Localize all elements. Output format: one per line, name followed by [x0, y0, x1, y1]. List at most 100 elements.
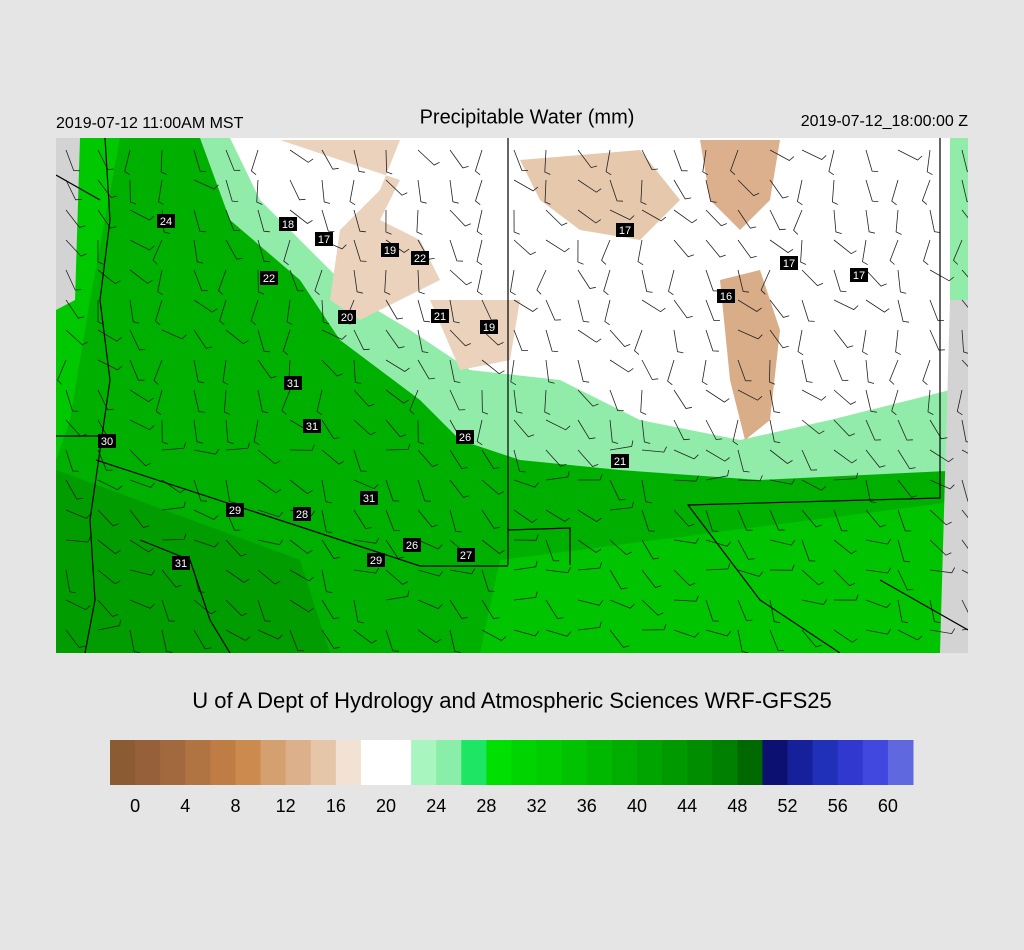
- wind-barb: [157, 269, 164, 296]
- wind-barb: [417, 599, 443, 610]
- wind-barb: [161, 629, 173, 653]
- wind-barb: [833, 209, 842, 234]
- wind-barb: [225, 239, 243, 260]
- wind-barb: [609, 419, 619, 444]
- wind-barb: [353, 537, 380, 544]
- wind-barb: [641, 269, 653, 293]
- title: Precipitable Water (mm): [420, 106, 635, 128]
- wind-barb: [257, 389, 269, 414]
- wind-barb: [545, 567, 571, 574]
- wind-barb: [730, 149, 739, 175]
- wind-barb: [769, 209, 786, 231]
- wind-barb: [65, 389, 79, 412]
- wind-barb: [865, 389, 877, 413]
- wind-barb: [673, 239, 695, 258]
- wind-barb: [705, 419, 723, 440]
- wind-barb: [417, 449, 439, 467]
- wind-barb: [385, 179, 408, 196]
- wind-barb: [385, 389, 410, 404]
- station-box: [315, 232, 333, 246]
- wind-barb: [637, 239, 644, 266]
- wind-barb: [833, 389, 857, 405]
- colorbar-tick-label: 40: [627, 796, 647, 816]
- wind-barb: [289, 539, 313, 554]
- wind-barb: [833, 239, 857, 255]
- colorbar-swatch: [862, 740, 889, 785]
- wind-barb: [481, 599, 500, 620]
- wind-barb: [385, 590, 410, 601]
- station-label: 17: [619, 225, 631, 237]
- wind-barb: [153, 359, 163, 385]
- wind-barb: [97, 619, 121, 631]
- wind-barb: [577, 359, 590, 383]
- wind-barb: [737, 299, 762, 312]
- wind-barb: [353, 239, 367, 262]
- wind-barb: [865, 299, 890, 313]
- wind-barb: [760, 269, 771, 295]
- wind-barb: [609, 539, 632, 556]
- wind-barb: [321, 479, 332, 504]
- wind-barb: [289, 569, 315, 582]
- wind-barb: [353, 209, 366, 233]
- wind-barb: [641, 299, 666, 313]
- wind-barb: [833, 419, 855, 437]
- wind-barb: [353, 599, 364, 624]
- field: [430, 300, 520, 370]
- wind-barb: [193, 209, 206, 233]
- wind-barb: [544, 149, 551, 175]
- station-label: 31: [287, 378, 299, 390]
- wind-barb: [961, 179, 968, 202]
- colorbar-swatch: [360, 740, 387, 785]
- wind-barb: [225, 149, 241, 171]
- colorbar-swatch: [737, 740, 763, 785]
- wind-barb: [193, 239, 204, 264]
- wind-barb: [353, 269, 363, 294]
- wind-barb: [321, 419, 340, 440]
- wind-barb: [481, 509, 501, 529]
- wind-barb: [321, 149, 339, 170]
- wind-barb: [314, 269, 323, 296]
- wind-barb: [705, 179, 717, 203]
- wind-barb: [640, 389, 647, 415]
- wind-barb: [545, 329, 559, 352]
- wind-barb: [544, 179, 551, 205]
- wind-barb: [833, 329, 854, 348]
- wind-barb: [865, 628, 892, 635]
- wind-barb: [641, 149, 658, 171]
- wind-barb: [161, 329, 187, 340]
- wind-barb: [129, 209, 155, 221]
- wind-barb: [481, 359, 505, 375]
- wind-barb: [476, 209, 483, 236]
- wind-barb: [256, 179, 263, 205]
- wind-barb: [737, 539, 755, 560]
- wind-barb: [641, 599, 664, 616]
- field: [280, 140, 440, 320]
- station-label: 26: [406, 540, 418, 552]
- wind-barb: [801, 389, 827, 401]
- wind-barb: [193, 299, 218, 313]
- wind-barb: [545, 449, 567, 467]
- wind-barb: [769, 239, 794, 254]
- wind-barb: [416, 209, 423, 235]
- wind-barb: [257, 209, 270, 233]
- wind-barb: [929, 479, 955, 490]
- wind-barb: [801, 359, 813, 383]
- wind-barb: [193, 269, 208, 292]
- wind-barb: [257, 359, 277, 379]
- valid-local: 2019-07-12 11:00AM MST: [56, 115, 244, 132]
- wind-barb: [732, 419, 739, 446]
- wind-barb: [961, 299, 968, 308]
- wind-barb: [705, 539, 732, 547]
- wind-barb: [536, 269, 547, 295]
- wind-barb: [281, 389, 291, 415]
- field: [520, 150, 680, 240]
- wind-barb: [929, 539, 952, 556]
- colorbar-swatch: [486, 740, 512, 785]
- wind-barb: [321, 629, 340, 649]
- wind-barb: [577, 562, 602, 571]
- wind-barb: [897, 569, 914, 591]
- wind-barb: [545, 509, 570, 522]
- wind-barb: [673, 329, 684, 354]
- wind-barb: [193, 599, 217, 615]
- wind-barb: [129, 629, 141, 653]
